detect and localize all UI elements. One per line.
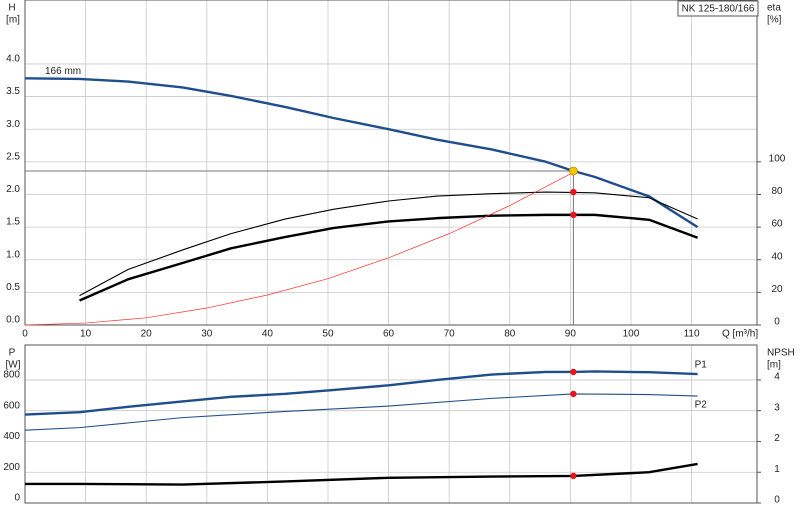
operating-point [570,368,577,376]
x-tick-label: 70 [444,329,456,340]
y-tick-label: 1.5 [6,217,20,228]
y2-tick-label: 40 [771,251,783,262]
y2-tick-label: 4 [774,372,780,383]
y-axis-label: H [8,3,15,14]
y-tick-label: 3.0 [6,119,20,130]
series-line [24,370,698,416]
y2-axis-unit: [m] [767,360,781,371]
y-tick-label: 1.0 [6,249,20,260]
y-axis-label: P [9,348,16,359]
plot-frame [24,344,758,504]
operating-point [570,188,577,196]
y2-axis-label: NPSH [767,348,795,359]
y-tick-label: 400 [3,431,20,442]
x-tick-label: 0 [22,329,28,340]
y-tick-label: 3.5 [6,86,20,97]
y2-tick-label: 0 [774,495,780,506]
x-tick-label: 60 [383,329,395,340]
y-axis-unit: [W] [6,360,21,371]
y-tick-label: 4.0 [6,54,20,65]
y2-tick-label: 0 [774,317,780,328]
x-tick-label: 30 [201,329,213,340]
series-line [25,462,698,486]
x-axis-label: Q [m³/h] [722,329,758,340]
y-tick-label: 0.5 [6,282,20,293]
y2-tick-label: 3 [774,402,780,413]
y2-axis-unit: [%] [767,15,782,26]
operating-point [570,390,577,398]
x-tick-label: 80 [504,329,516,340]
chart-title: NK 125-180/166 [682,4,755,15]
y2-tick-label: 100 [769,153,786,164]
y-tick-label: 0.0 [6,315,20,326]
operating-point [570,472,577,480]
series-line [24,171,574,326]
series-label: 166 mm [45,66,81,77]
series-label: P2 [695,400,708,411]
x-tick-label: 110 [684,329,700,340]
y-tick-label: 800 [3,370,20,381]
y2-axis-label: eta [767,3,781,14]
x-tick-label: 50 [322,329,334,340]
series-line [79,191,698,297]
plot-frame [24,0,758,326]
y-tick-label: 600 [3,400,20,411]
series-line [79,213,699,302]
x-tick-label: 40 [262,329,274,340]
series-label: P1 [695,360,708,371]
x-tick-label: 10 [80,329,92,340]
y-tick-label: 200 [3,462,20,473]
y2-tick-label: 1 [774,464,780,475]
series-line [24,77,699,229]
series-line [24,393,698,431]
y-tick-label: 2.5 [6,151,20,162]
y2-tick-label: 80 [771,186,783,197]
operating-point [570,211,577,219]
x-tick-label: 90 [565,329,577,340]
y2-tick-label: 60 [771,219,783,230]
y2-tick-label: 2 [774,433,780,444]
x-tick-label: 100 [623,329,640,340]
y-axis-unit: [m] [6,15,20,26]
operating-point [568,166,578,176]
y-tick-label: 2.0 [6,184,20,195]
y2-tick-label: 20 [771,284,783,295]
title-box [677,0,759,17]
x-tick-label: 20 [141,329,153,340]
y-tick-label: 0 [14,493,20,504]
